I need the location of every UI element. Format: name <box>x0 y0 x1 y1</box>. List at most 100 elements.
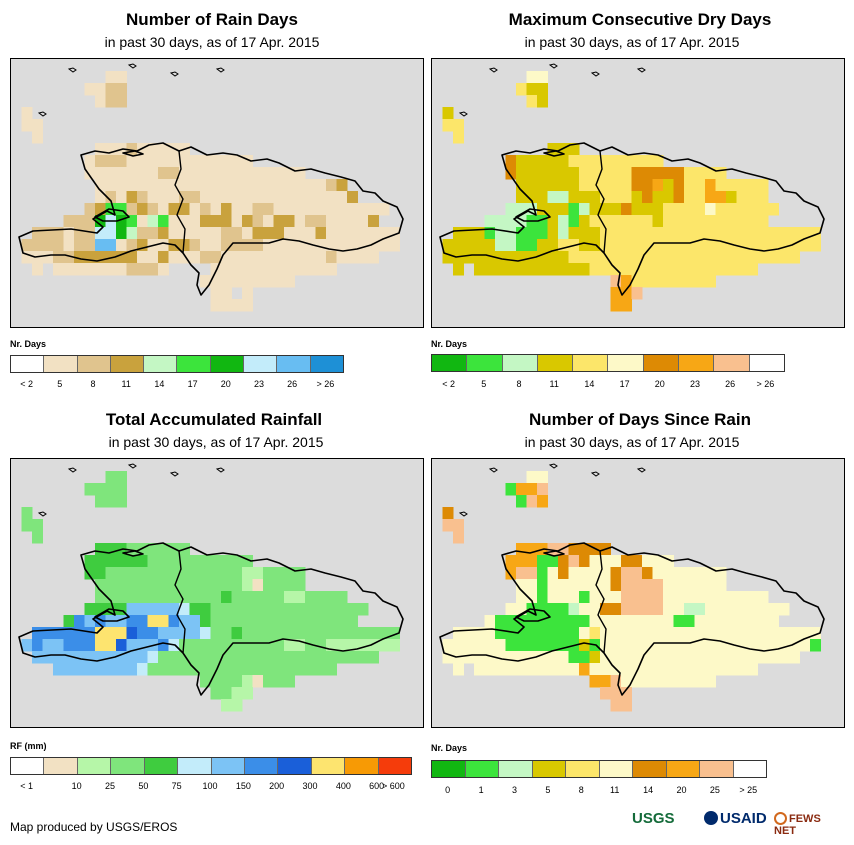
grid-cell <box>663 191 674 204</box>
grid-cell <box>252 603 264 616</box>
grid-cell <box>673 263 685 276</box>
legend-labels: 0 1 3 5 8 11 14 20 25 > 25 <box>431 785 765 797</box>
grid-cell <box>621 167 632 180</box>
grid-cell <box>757 591 769 604</box>
legend-label: < 2 <box>20 379 33 389</box>
grid-cell <box>505 567 517 580</box>
grid-cell <box>652 275 664 288</box>
grid-cell <box>231 627 243 640</box>
grid-cell <box>273 651 285 664</box>
grid-cell <box>663 179 674 192</box>
legend-label: 14 <box>643 785 654 795</box>
grid-cell <box>221 555 232 568</box>
grid-cell <box>589 615 601 628</box>
grid-cell <box>495 239 506 252</box>
grid-cell <box>684 263 695 276</box>
grid-cell <box>347 215 358 228</box>
grid-cell <box>547 167 559 180</box>
grid-cell <box>642 203 653 216</box>
grid-cell <box>558 651 569 664</box>
grid-cell <box>147 215 159 228</box>
grid-cell <box>715 651 727 664</box>
grid-cell <box>158 227 169 240</box>
grid-cell <box>547 555 559 568</box>
legend-label: 17 <box>187 379 198 389</box>
legend-swatch <box>700 761 734 777</box>
fewsnet-logo: FEWS NET <box>774 812 844 837</box>
grid-cell <box>778 603 790 616</box>
grid-cell <box>168 191 180 204</box>
grid-cell <box>231 651 243 664</box>
grid-cell <box>158 555 169 568</box>
grid-cell <box>663 227 674 240</box>
grid-cell <box>305 251 316 264</box>
grid-cell <box>684 639 695 652</box>
grid-cell <box>210 555 222 568</box>
grid-cell <box>747 203 758 216</box>
grid-cell <box>526 471 538 484</box>
grid-cell <box>263 215 274 228</box>
grid-cell <box>116 555 127 568</box>
grid-cell <box>526 83 538 96</box>
grid-cell <box>484 251 496 264</box>
grid-cell <box>389 627 400 640</box>
grid-cell <box>537 591 548 604</box>
grid-cell <box>684 627 695 640</box>
grid-cell <box>684 251 695 264</box>
grid-cell <box>95 179 106 192</box>
grid-cell <box>610 687 622 700</box>
grid-cell <box>168 627 180 640</box>
legend-title: Nr. Days <box>10 339 47 349</box>
grid-cell <box>579 567 590 580</box>
grid-cell <box>747 179 758 192</box>
grid-cell <box>126 263 138 276</box>
grid-cell <box>263 627 274 640</box>
border-haiti-dr <box>595 150 607 254</box>
grid-cell <box>684 239 695 252</box>
grid-cell <box>589 227 601 240</box>
legend-swatch <box>733 761 766 777</box>
grid-cell <box>168 227 180 240</box>
legend-label: 11 <box>549 379 559 389</box>
grid-cell <box>705 191 716 204</box>
grid-cell <box>158 167 169 180</box>
grid-cell <box>305 239 316 252</box>
island-outline <box>169 471 179 477</box>
grid-cell <box>726 251 737 264</box>
usaid-logo: USAID <box>704 810 767 827</box>
grid-cell <box>642 627 653 640</box>
grid-cell <box>547 543 559 556</box>
grid-cell <box>579 215 590 228</box>
grid-cell <box>53 239 64 252</box>
grid-cell <box>116 483 127 496</box>
grid-cell <box>442 107 454 120</box>
grid-cell <box>663 627 674 640</box>
panel-subtitle: in past 30 days, as of 17 Apr. 2015 <box>108 434 324 450</box>
legend-swatch <box>467 355 503 371</box>
grid-cell <box>516 651 527 664</box>
grid-cell <box>231 167 243 180</box>
grid-cell <box>347 227 358 240</box>
grid-cell <box>642 639 653 652</box>
grid-cell <box>463 651 475 664</box>
grid-cell <box>315 603 327 616</box>
grid-cell <box>757 239 769 252</box>
grid-cell <box>273 639 285 652</box>
map-svg <box>439 463 825 712</box>
grid-cell <box>315 263 327 276</box>
legend-swatch <box>573 355 609 371</box>
grid-cell <box>105 167 117 180</box>
grid-cell <box>579 167 590 180</box>
grid-cell <box>537 71 548 84</box>
grid-cell <box>673 227 685 240</box>
grid-cell <box>105 227 117 240</box>
grid-cell <box>126 179 138 192</box>
grid-cell <box>95 483 106 496</box>
grid-cell <box>442 239 454 252</box>
grid-cell <box>105 591 117 604</box>
grid-cell <box>378 627 390 640</box>
grid-cell <box>757 179 769 192</box>
legend-label: 20 <box>220 379 231 389</box>
grid-cell <box>789 651 800 664</box>
grid-cell <box>326 639 337 652</box>
